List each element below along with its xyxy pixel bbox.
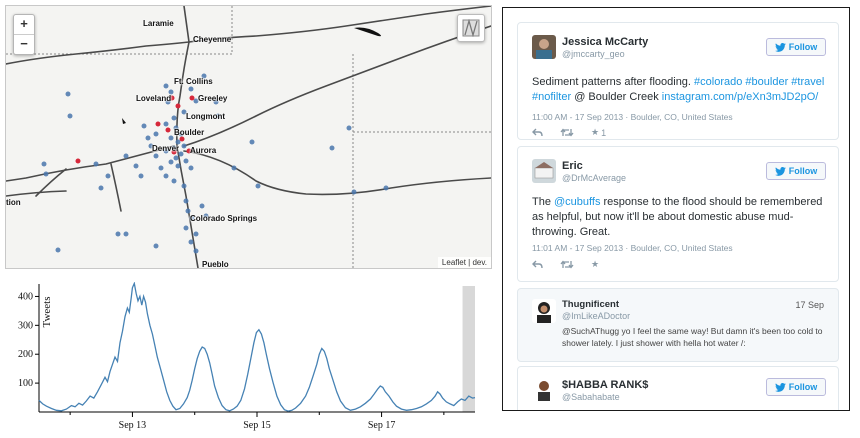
map-attribution[interactable]: Leaflet | dev. (437, 257, 491, 268)
mention-link[interactable]: @cubuffs (554, 196, 601, 208)
tweet-text: Sediment patterns after flooding. #color… (532, 75, 828, 105)
user-handle[interactable]: @jmccarty_geo (562, 49, 625, 59)
tweet-card: Thugnificent @ImLikeADoctor 17 Sep @Such… (517, 288, 839, 362)
y-tick-label: 300 (18, 320, 33, 331)
tweet-text: @SuchAThugg yo I feel the same way! But … (562, 326, 823, 348)
y-tick-label: 100 (18, 378, 33, 389)
avatar[interactable] (532, 35, 556, 59)
time-brush[interactable] (462, 286, 475, 412)
city-label: tion (6, 198, 21, 207)
tweet-volume-chart[interactable]: 100 200 300 400 Sep 13 Sep 15 Sep 17 Tweets (5, 282, 490, 438)
tweet-text: The @cubuffs response to the flood shoul… (532, 195, 828, 240)
y-tick-label: 200 (18, 349, 33, 360)
city-label: Laramie (143, 19, 174, 28)
tweet-text-pre: The (532, 196, 555, 208)
reply-icon[interactable] (532, 128, 543, 137)
x-tick-label: Sep 17 (368, 420, 396, 431)
zoom-control: + − (13, 14, 35, 55)
follow-button[interactable]: Follow (766, 378, 826, 396)
city-label: Ft. Collins (174, 77, 213, 86)
x-tick-label: Sep 13 (119, 420, 147, 431)
map-base-layer (6, 6, 491, 268)
tweet-date[interactable]: 17 Sep (795, 300, 824, 310)
x-tick-label: Sep 15 (243, 420, 271, 431)
follow-label: Follow (788, 42, 818, 52)
layers-button[interactable] (457, 14, 485, 42)
city-label: Pueblo (202, 260, 229, 269)
tweet-text-plain: Sediment patterns after flooding. (532, 76, 695, 88)
follow-label: Follow (788, 382, 818, 392)
follow-label: Follow (788, 166, 818, 176)
x-axis: Sep 13 Sep 15 Sep 17 (39, 411, 475, 431)
city-label: Aurora (190, 146, 217, 155)
twitter-bird-icon (774, 166, 786, 176)
user-name[interactable]: Jessica McCarty (562, 36, 649, 48)
user-handle[interactable]: @DrMcAverage (562, 173, 626, 183)
city-label: Colorado Springs (190, 214, 258, 223)
user-name[interactable]: $HABBA RANK$ (562, 379, 649, 391)
avatar[interactable] (532, 377, 556, 401)
tweet-text-location: @ Boulder Creek (571, 91, 662, 103)
city-label: Loveland (136, 94, 172, 103)
city-label: Cheyenne (193, 35, 232, 44)
tweet-meta[interactable]: 11:01 AM - 17 Sep 2013 · Boulder, CO, Un… (532, 243, 733, 253)
city-label: Denver (152, 144, 180, 153)
tweet-points (41, 73, 389, 254)
zoom-out-button[interactable]: − (14, 34, 34, 54)
y-tick-label: 400 (18, 291, 33, 302)
favorite-count: 1 (601, 127, 607, 138)
y-axis: 100 200 300 400 (18, 284, 40, 412)
tweet-meta[interactable]: 11:00 AM - 17 Sep 2013 · Boulder, CO, Un… (532, 112, 733, 122)
tweet-feed[interactable]: Jessica McCarty @jmccarty_geo Follow Sed… (502, 7, 850, 411)
star-icon: ★ (591, 127, 600, 137)
avatar[interactable] (532, 299, 556, 323)
city-label: Longmont (186, 112, 226, 121)
instagram-link[interactable]: instagram.com/p/eXn3mJD2pO/ (661, 91, 819, 103)
layers-icon (462, 19, 480, 37)
tweet-actions: ★ 1 (532, 127, 606, 138)
follow-button[interactable]: Follow (766, 38, 826, 56)
hashtag-link[interactable]: #nofilter (532, 91, 572, 103)
retweet-icon[interactable] (560, 128, 574, 137)
avatar[interactable] (532, 159, 556, 183)
hashtag-link[interactable]: #colorado #boulder #travel (694, 76, 825, 88)
tweet-card: Jessica McCarty @jmccarty_geo Follow Sed… (517, 22, 839, 140)
series-line (38, 282, 476, 412)
tweet-map[interactable]: Laramie Cheyenne Ft. Collins Loveland Gr… (5, 5, 492, 269)
twitter-bird-icon (774, 382, 786, 392)
follow-button[interactable]: Follow (766, 162, 826, 180)
user-name[interactable]: Eric (562, 160, 583, 172)
y-axis-label: Tweets (41, 297, 53, 328)
retweet-icon[interactable] (560, 260, 574, 269)
zoom-in-button[interactable]: + (20, 16, 28, 31)
user-handle[interactable]: @Sabahabate (562, 392, 620, 402)
favorite-button[interactable]: ★ 1 (591, 127, 606, 138)
tweet-text-post: response to the flood should be remember… (532, 196, 823, 238)
tweet-card: Eric @DrMcAverage Follow The @cubuffs re… (517, 146, 839, 282)
city-label: Greeley (198, 94, 228, 103)
star-icon[interactable]: ★ (591, 259, 600, 269)
reply-icon[interactable] (532, 260, 543, 269)
user-name[interactable]: Thugnificent (562, 299, 619, 310)
tweet-actions: ★ (532, 259, 599, 270)
twitter-bird-icon (774, 42, 786, 52)
city-label: Boulder (174, 128, 205, 137)
user-handle[interactable]: @ImLikeADoctor (562, 311, 631, 321)
tweet-card: $HABBA RANK$ @Sabahabate Follow (517, 366, 839, 410)
